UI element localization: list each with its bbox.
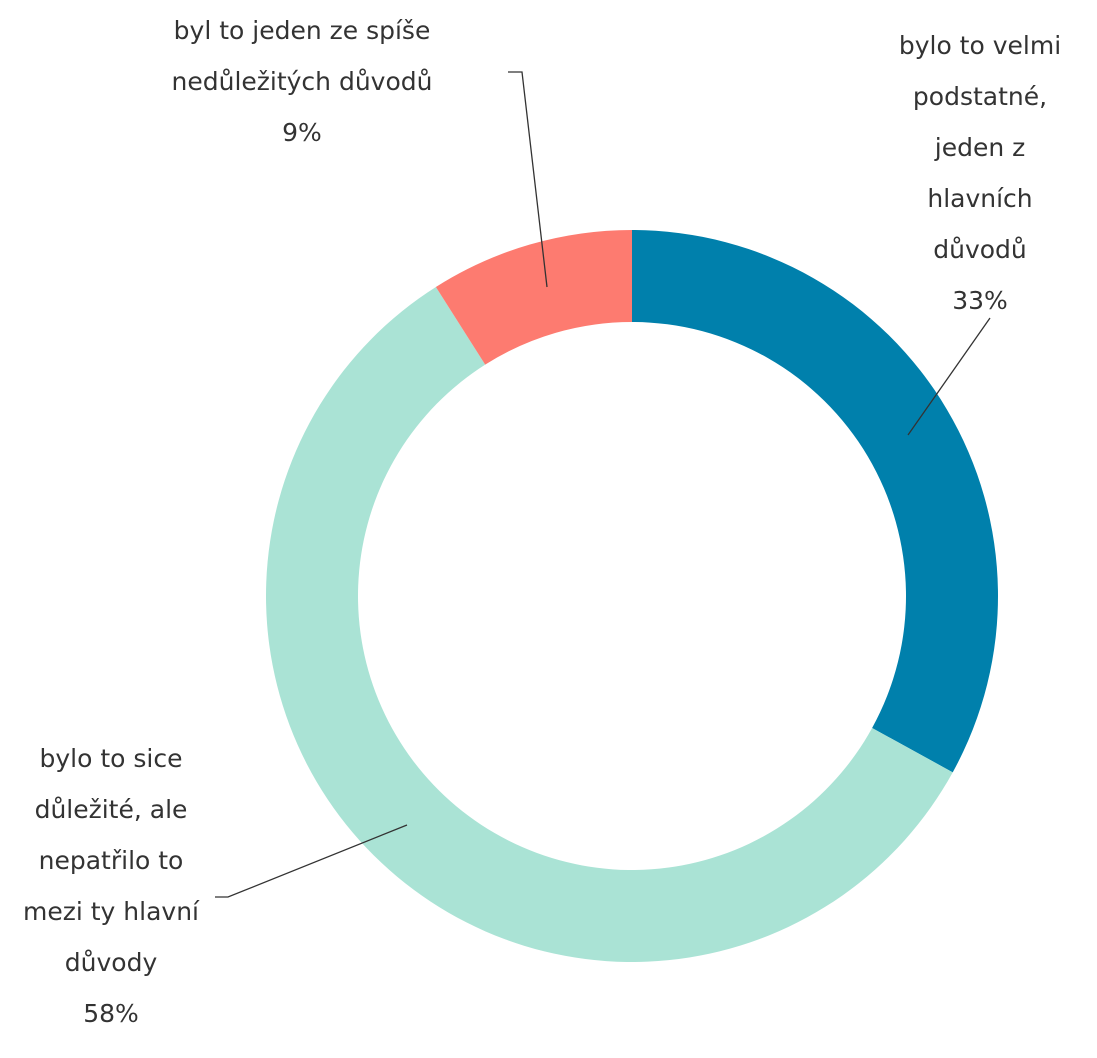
category-label: bylo to sice důležité, ale nepatřilo to …	[23, 744, 199, 977]
value-label: 33%	[952, 286, 1008, 315]
value-label: 9%	[282, 118, 322, 147]
leader-lines	[215, 71, 991, 898]
value-label: 58%	[83, 999, 139, 1028]
category-label: byl to jeden ze spíše nedůležitých důvod…	[171, 16, 433, 96]
slice-label: byl to jeden ze spíše nedůležitých důvod…	[132, 5, 472, 158]
donut-slice	[265, 286, 953, 963]
donut-slice	[435, 230, 632, 365]
slice-label: bylo to sice důležité, ale nepatřilo to …	[22, 733, 200, 1039]
category-label: bylo to velmi podstatné, jeden z hlavníc…	[898, 31, 1062, 264]
donut	[265, 230, 998, 963]
donut-slice	[632, 230, 998, 773]
leader-line	[215, 824, 408, 898]
slice-label: bylo to velmi podstatné, jeden z hlavníc…	[880, 20, 1080, 326]
leader-line	[907, 317, 991, 436]
leader-line	[508, 71, 548, 288]
